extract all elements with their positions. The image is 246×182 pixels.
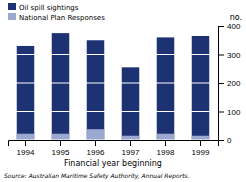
bars xyxy=(17,33,210,140)
y-tick-mark xyxy=(218,26,224,27)
x-tick: 1998 xyxy=(157,140,175,157)
y-tick: 200 xyxy=(218,79,241,88)
series xyxy=(17,33,210,140)
y-tick-label: 0 xyxy=(227,136,232,145)
bar xyxy=(52,33,70,140)
y-tick-mark xyxy=(218,83,224,84)
x-tick-mark xyxy=(95,140,96,146)
grid xyxy=(8,26,218,140)
legend-swatch xyxy=(8,13,16,20)
bar xyxy=(122,67,140,140)
y-tick-label: 100 xyxy=(227,108,241,117)
x-tick: 1995 xyxy=(52,140,70,157)
legend-item: Oil spill sightings xyxy=(8,3,79,12)
bar xyxy=(87,40,105,140)
legend-swatch xyxy=(8,3,16,10)
x-axis-line xyxy=(9,141,219,147)
legend-item: National Plan Responses xyxy=(8,13,105,22)
y-axis-line xyxy=(219,27,225,141)
bar xyxy=(17,134,35,140)
y-tick: 100 xyxy=(218,108,241,117)
y-tick: 300 xyxy=(218,51,241,60)
legend-label: Oil spill sightings xyxy=(19,4,79,12)
plot: 1994 1995 1996 1997 1998 1999 0 100 200 300 400 xyxy=(8,22,241,157)
source: Source: Australian Maritime Safety Autho… xyxy=(4,172,190,180)
y-tick-label: 200 xyxy=(227,79,241,88)
y-axis: 0 100 200 300 400 xyxy=(218,22,241,145)
bar xyxy=(192,136,210,140)
bar xyxy=(17,46,35,140)
grid-line xyxy=(8,54,218,55)
bar xyxy=(157,134,175,140)
x-tick: 1997 xyxy=(122,140,140,157)
bar xyxy=(87,129,105,140)
series xyxy=(17,129,210,140)
y-tick-mark xyxy=(218,55,224,56)
y-tick-label: 400 xyxy=(227,22,241,31)
x-tick-mark xyxy=(200,140,201,146)
y-tick: 0 xyxy=(218,136,232,145)
chart: 1994 1995 1996 1997 1998 1999 0 100 200 300 400no.… xyxy=(0,0,246,182)
bar xyxy=(192,36,210,140)
bar xyxy=(157,37,175,140)
y-tick: 400 xyxy=(218,22,241,31)
legend-label: National Plan Responses xyxy=(19,14,105,22)
y-label: no. xyxy=(230,13,242,22)
x-tick-mark xyxy=(60,140,61,146)
x-tick-label: 1995 xyxy=(52,148,70,157)
y-tick-mark xyxy=(218,112,224,113)
x-axis: 1994 1995 1996 1997 1998 1999 xyxy=(9,140,219,157)
bar xyxy=(122,136,140,140)
x-tick-label: 1999 xyxy=(192,148,210,157)
grid-line xyxy=(8,83,218,84)
x-tick-mark xyxy=(25,140,26,146)
bar xyxy=(52,134,70,140)
grid-line xyxy=(8,26,218,27)
x-tick: 1999 xyxy=(192,140,210,157)
x-tick-label: 1994 xyxy=(17,148,35,157)
x-tick-mark xyxy=(165,140,166,146)
x-tick: 1996 xyxy=(87,140,105,157)
y-tick-mark xyxy=(218,140,224,141)
x-tick: 1994 xyxy=(17,140,35,157)
x-tick-label: 1998 xyxy=(157,148,175,157)
y-tick-label: 300 xyxy=(227,51,241,60)
x-tick-label: 1997 xyxy=(122,148,140,157)
x-tick-mark xyxy=(130,140,131,146)
x-label: Financial year beginning xyxy=(64,159,162,168)
grid-line xyxy=(8,111,218,112)
legend: Oil spill sightings National Plan Respons… xyxy=(8,3,105,22)
x-tick-label: 1996 xyxy=(87,148,105,157)
